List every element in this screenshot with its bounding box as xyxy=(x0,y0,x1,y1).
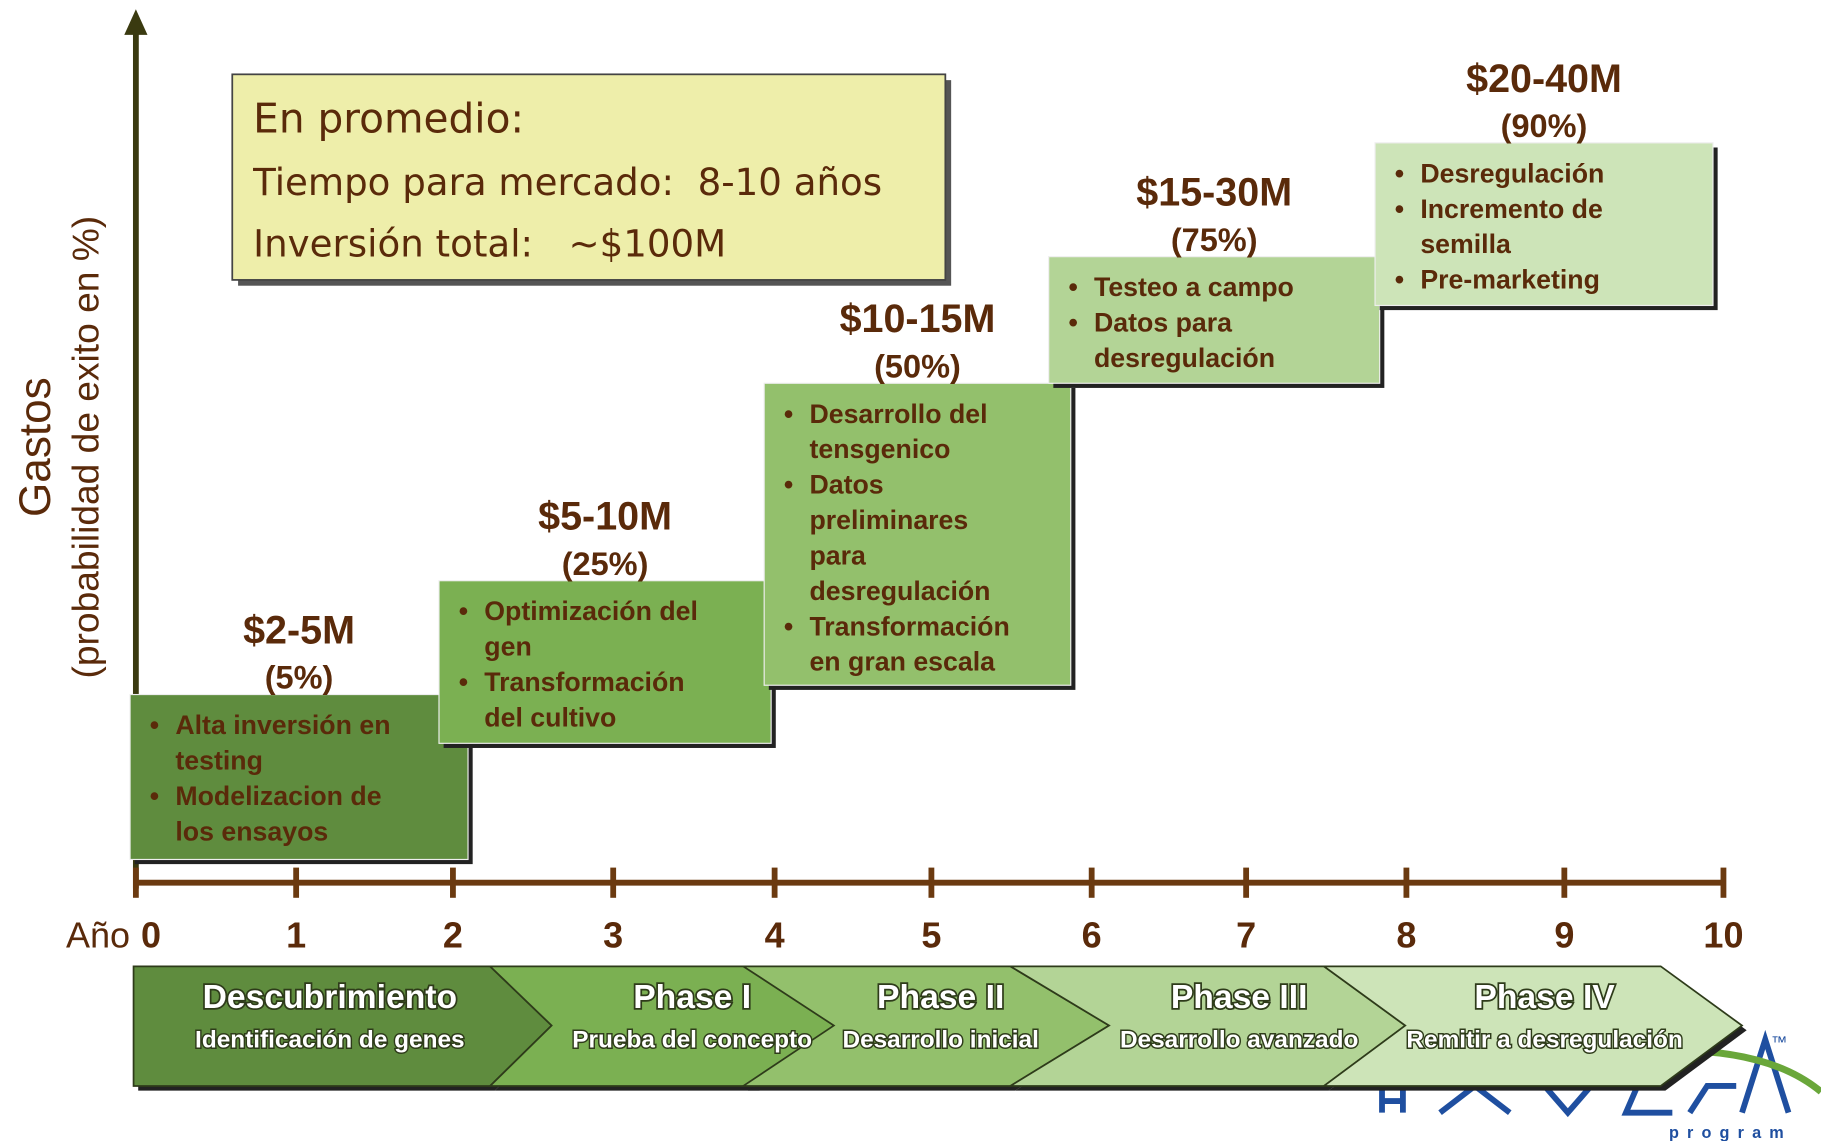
bullet-dot: • xyxy=(150,781,159,811)
phase-subtitle: Desarrollo avanzado xyxy=(1120,1027,1358,1054)
x-tick-label: 1 xyxy=(286,915,306,956)
phase-subtitle: Remitir a desregulación xyxy=(1406,1027,1682,1054)
y-axis-label: Gastos xyxy=(11,377,60,517)
stage-cost: $10-15M xyxy=(840,297,996,341)
bullet-dot: • xyxy=(459,596,468,626)
y-axis-sublabel: (probabilidad de exito en %) xyxy=(65,216,107,679)
bullet-text: Datos xyxy=(809,470,883,500)
x-tick-label: 3 xyxy=(603,915,623,956)
phase-arrow xyxy=(1321,965,1744,1087)
x-tick-label: 8 xyxy=(1396,915,1416,956)
bullet-text: en gran escala xyxy=(809,647,996,677)
bullet-text: Optimización del xyxy=(484,596,698,626)
x-tick-label: 0 xyxy=(141,915,161,956)
summary-line: Inversión total: ~$100M xyxy=(253,223,726,266)
bullet-dot: • xyxy=(1395,265,1404,295)
x-tick-label: 10 xyxy=(1703,915,1743,956)
bullet-text: Testeo a campo xyxy=(1094,272,1294,302)
bullet-dot: • xyxy=(784,399,793,429)
bullet-dot: • xyxy=(1068,308,1077,338)
bullet-dot: • xyxy=(459,667,468,697)
stage-cost: $5-10M xyxy=(538,495,672,539)
stage-cost: $20-40M xyxy=(1466,57,1622,101)
stage-box xyxy=(438,580,772,744)
stage-probability: (75%) xyxy=(1171,222,1258,258)
bullet-text: Pre-marketing xyxy=(1420,265,1600,295)
bullet-text: preliminares xyxy=(809,505,968,535)
phase-name: Descubrimiento xyxy=(203,979,457,1016)
bullet-text: Desarrollo del xyxy=(809,399,987,429)
stage-probability: (5%) xyxy=(265,660,334,696)
bullet-text: Modelizacion de xyxy=(175,781,381,811)
bullet-dot: • xyxy=(1395,158,1404,188)
bullet-dot: • xyxy=(1068,272,1077,302)
phase-subtitle: Prueba del concepto xyxy=(572,1027,812,1054)
stage-box xyxy=(1374,142,1714,307)
phase-name: Phase I xyxy=(633,979,751,1016)
y-axis-arrow xyxy=(124,9,148,35)
stage-box xyxy=(1048,256,1381,384)
bullet-text: Transformación xyxy=(809,611,1009,641)
bullet-dot: • xyxy=(784,611,793,641)
bullet-text: semilla xyxy=(1420,229,1512,259)
bullet-text: Incremento de xyxy=(1420,194,1603,224)
bullet-dot: • xyxy=(784,470,793,500)
phase-subtitle: Desarrollo inicial xyxy=(842,1027,1038,1054)
bullet-text: los ensayos xyxy=(175,816,328,846)
summary-line: Tiempo para mercado: 8-10 años xyxy=(252,161,882,204)
phase-name: Phase IV xyxy=(1474,979,1615,1016)
bullet-dot: • xyxy=(150,710,159,740)
bullet-text: gen xyxy=(484,632,531,662)
bullet-dot: • xyxy=(1395,194,1404,224)
stage-cost: $2-5M xyxy=(243,608,355,652)
summary-box xyxy=(231,73,947,281)
x-tick-label: 4 xyxy=(765,915,785,956)
logo-trademark: ™ xyxy=(1771,1034,1787,1052)
phase-name: Phase III xyxy=(1171,979,1308,1016)
x-tick-label: 9 xyxy=(1554,915,1574,956)
x-tick-label: 2 xyxy=(443,915,463,956)
bullet-text: del cultivo xyxy=(484,702,616,732)
bullet-text: Alta inversión en xyxy=(175,710,390,740)
summary-title: En promedio: xyxy=(253,94,524,142)
phase-subtitle: Identificación de genes xyxy=(195,1027,465,1054)
logo-program: program xyxy=(1669,1124,1792,1141)
stage-probability: (25%) xyxy=(562,546,649,582)
x-tick-label: 6 xyxy=(1082,915,1102,956)
x-axis-prefix: Año xyxy=(66,915,130,956)
x-tick-label: 5 xyxy=(921,915,941,956)
stage-box xyxy=(763,382,1072,686)
bullet-text: para xyxy=(809,540,867,570)
stage-probability: (50%) xyxy=(874,348,961,384)
bullet-text: Transformación xyxy=(484,667,684,697)
bullet-text: Desregulación xyxy=(1420,158,1604,188)
stage-cost: $15-30M xyxy=(1136,171,1292,215)
x-tick-label: 7 xyxy=(1236,915,1256,956)
phase-name: Phase II xyxy=(877,979,1004,1016)
bullet-text: testing xyxy=(175,745,263,775)
stage-probability: (90%) xyxy=(1501,108,1588,144)
bullet-text: desregulación xyxy=(1094,343,1275,373)
bullet-text: tensgenico xyxy=(809,434,950,464)
stage-box xyxy=(129,693,469,861)
bullet-text: desregulación xyxy=(809,576,990,606)
bullet-text: Datos para xyxy=(1094,308,1233,338)
